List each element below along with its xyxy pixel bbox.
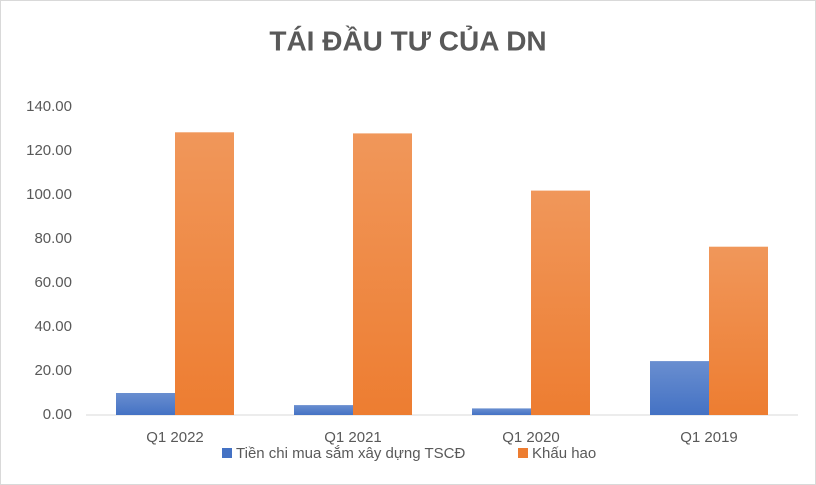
x-tick-label: Q1 2020 [502,429,560,446]
bar [531,190,590,415]
bar [175,132,234,416]
y-tick-label: 0.00 [43,406,72,423]
bar [116,393,175,415]
x-tick-label: Q1 2022 [146,429,204,446]
bar [472,408,531,415]
legend-swatch [222,448,232,458]
y-tick-label: 80.00 [34,230,72,247]
legend-label: Khấu hao [532,445,596,462]
x-tick-label: Q1 2021 [324,429,382,446]
x-tick-label: Q1 2019 [680,429,738,446]
y-tick-label: 140.00 [26,98,72,115]
y-tick-label: 120.00 [26,142,72,159]
bar [709,246,768,415]
y-tick-label: 40.00 [34,318,72,335]
bar [353,133,412,415]
legend-label: Tiền chi mua sắm xây dựng TSCĐ [236,445,465,462]
y-tick-label: 60.00 [34,274,72,291]
chart-title: TÁI ĐẦU TƯ CỦA DN [269,24,546,56]
legend-swatch [518,448,528,458]
y-tick-label: 20.00 [34,362,72,379]
bar [650,361,709,415]
bar [294,405,353,415]
y-tick-label: 100.00 [26,186,72,203]
